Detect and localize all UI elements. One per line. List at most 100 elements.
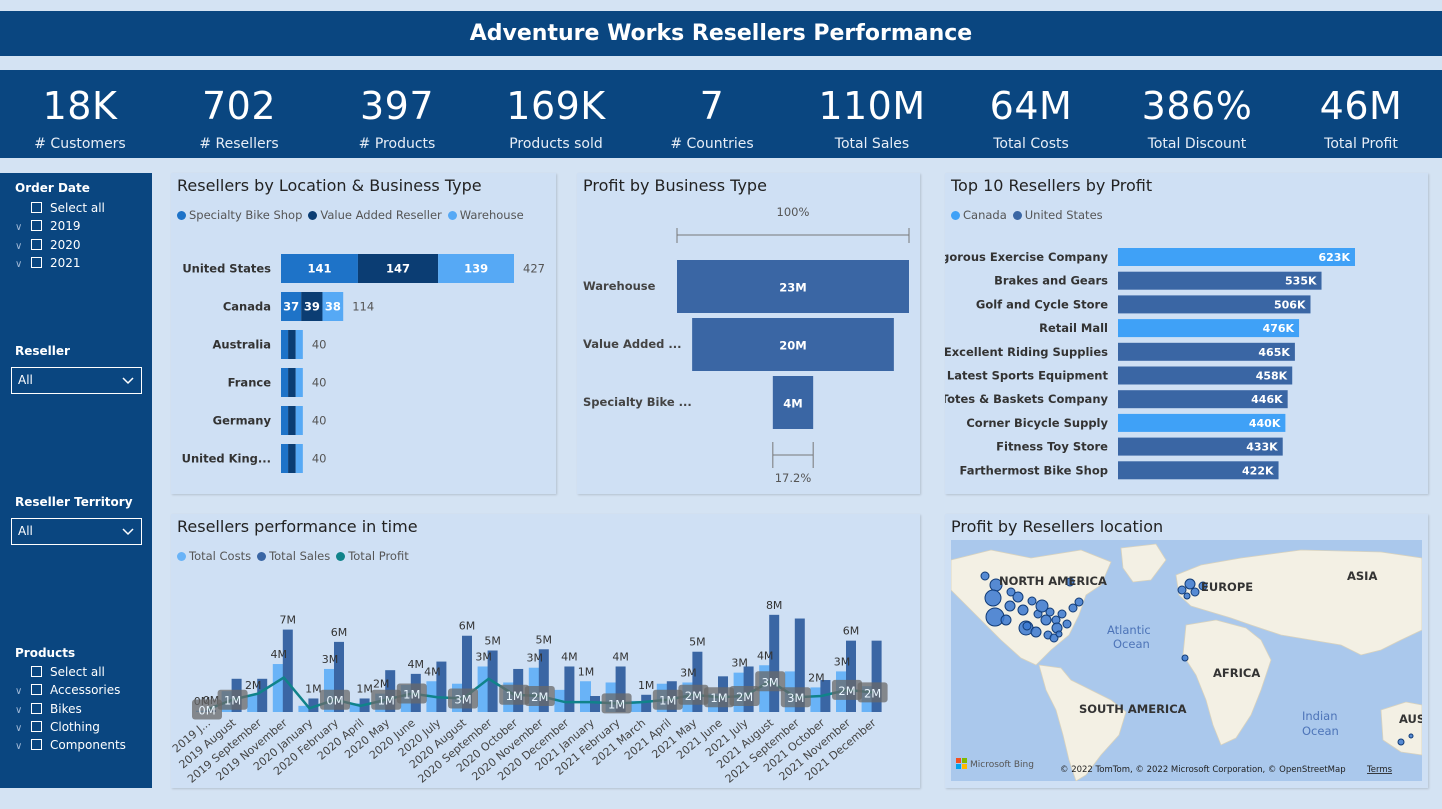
sales-bar <box>871 640 882 712</box>
kpi-label: # Resellers <box>199 136 279 152</box>
checkbox[interactable] <box>31 702 42 714</box>
sales-bar <box>462 635 472 712</box>
profit-label: 3M <box>448 688 478 709</box>
location-bubble <box>1190 587 1200 597</box>
legend-canada[interactable]: Canada <box>951 208 1007 222</box>
bar-segment <box>295 330 303 359</box>
slicer-item[interactable]: ∨ Bikes <box>15 701 82 717</box>
slicer-item[interactable]: ∨ Components <box>15 737 126 753</box>
svg-text:0M: 0M <box>198 704 215 718</box>
slicer-item-label: 2021 <box>50 255 81 270</box>
legend-united-states[interactable]: United States <box>1012 208 1103 222</box>
chevron-down-icon[interactable]: ∨ <box>15 686 23 698</box>
sales-bar <box>308 698 319 712</box>
reseller-dropdown[interactable]: All <box>11 367 142 394</box>
profit-label: 1M <box>499 684 530 705</box>
location-bubble <box>1030 626 1042 638</box>
sales-label: 6M <box>843 625 860 638</box>
checkbox[interactable] <box>31 238 42 250</box>
profit-label: 1M <box>217 689 248 710</box>
location-bubble <box>1397 738 1405 746</box>
bar-segment <box>357 254 439 283</box>
location-bubble <box>1074 597 1084 607</box>
costs-label: 4M <box>271 648 288 661</box>
bar-segment <box>281 444 289 473</box>
reseller-label: Latest Sports Equipment <box>947 369 1109 383</box>
profit-bar <box>1118 390 1288 409</box>
profit-bar <box>1118 437 1283 456</box>
sales-label: 4M <box>408 658 425 671</box>
microsoft-bing-logo: Microsoft Bing <box>956 758 1034 770</box>
kpi-label: # Countries <box>670 136 754 152</box>
slicer-item[interactable]: ∨ 2019 <box>15 218 81 234</box>
sales-bar <box>794 618 805 712</box>
location-bubble <box>1184 578 1196 590</box>
kpi-label: # Products <box>358 136 436 152</box>
legend-total-costs[interactable]: Total Costs <box>177 549 251 563</box>
sales-label: 4M <box>561 650 578 663</box>
world-map[interactable]: NORTH AMERICA EUROPE ASIA AFRICA SOUTH A… <box>951 540 1422 781</box>
sales-label: 4M <box>612 650 629 663</box>
costs-bar <box>349 703 361 712</box>
top10-chart-plot: Vigorous Exercise Company 623K Brakes and … <box>945 248 1355 480</box>
kpi-label: Total Sales <box>834 136 910 152</box>
kpi-card: 386% Total Discount <box>1117 70 1277 158</box>
territory-dropdown[interactable]: All <box>11 518 142 545</box>
funnel-chart-title: Profit by Business Type <box>583 176 767 195</box>
chevron-down-icon[interactable]: ∨ <box>15 741 23 753</box>
kpi-card: 702 # Resellers <box>159 70 319 158</box>
bar-segment <box>288 444 296 473</box>
slicer-item[interactable]: Select all <box>15 200 105 216</box>
legend-value-added[interactable]: Value Added Reseller <box>308 208 442 222</box>
total-label: 114 <box>352 300 374 314</box>
slicer-item[interactable]: Select all <box>15 664 105 680</box>
bar-segment <box>281 368 289 397</box>
total-label: 427 <box>523 262 545 276</box>
slicer-item[interactable]: ∨ Clothing <box>15 719 100 735</box>
map-title: Profit by Resellers location <box>951 517 1164 536</box>
checkbox[interactable] <box>31 666 42 677</box>
checkbox[interactable] <box>31 720 42 732</box>
chevron-down-icon[interactable]: ∨ <box>15 704 23 716</box>
slicer-item-label: 2019 <box>50 219 81 234</box>
slicer-item[interactable]: ∨ Accessories <box>15 682 120 698</box>
legend-specialty[interactable]: Specialty Bike Shop <box>177 208 302 222</box>
legend-total-profit[interactable]: Total Profit <box>336 549 409 563</box>
legend-warehouse[interactable]: Warehouse <box>447 208 524 222</box>
sales-label: 1M <box>305 682 322 695</box>
sales-bar <box>590 696 600 712</box>
location-bubble <box>1183 592 1191 600</box>
category-label: France <box>228 376 272 390</box>
checkbox[interactable] <box>31 256 42 268</box>
label-atlantic: Atlantic <box>1107 623 1151 637</box>
reseller-label: Vigorous Exercise Company <box>945 250 1109 264</box>
label-asia: ASIA <box>1347 569 1377 583</box>
chevron-down-icon[interactable]: ∨ <box>15 240 23 252</box>
svg-text:3M: 3M <box>787 691 804 705</box>
profit-value-label: 535K <box>1285 275 1317 288</box>
eurasia-land <box>1175 549 1422 656</box>
slicer-item-label: Accessories <box>50 683 121 698</box>
profit-label: 0M <box>320 689 350 710</box>
kpi-value: 397 <box>359 84 435 128</box>
checkbox[interactable] <box>31 220 42 232</box>
slicer-item-label: Clothing <box>50 719 100 734</box>
territory-slicer-title: Reseller Territory <box>15 495 133 509</box>
slicer-item[interactable]: ∨ 2020 <box>15 237 81 253</box>
chevron-down-icon[interactable]: ∨ <box>15 722 23 734</box>
slicer-item[interactable]: ∨ 2021 <box>15 255 81 271</box>
reseller-label: Farthermost Bike Shop <box>960 463 1108 477</box>
costs-label: 3M <box>731 657 748 670</box>
chevron-down-icon[interactable]: ∨ <box>15 258 23 270</box>
total-label: 40 <box>312 338 327 352</box>
checkbox[interactable] <box>31 202 42 213</box>
legend-total-sales[interactable]: Total Sales <box>257 549 330 563</box>
chevron-down-icon[interactable]: ∨ <box>15 222 23 234</box>
checkbox[interactable] <box>31 684 42 696</box>
checkbox[interactable] <box>31 739 42 751</box>
kpi-label: Total Costs <box>993 136 1069 152</box>
location-bubble <box>1012 591 1024 603</box>
svg-text:1M: 1M <box>378 694 395 708</box>
kpi-label: Total Discount <box>1147 136 1247 152</box>
map-terms-link[interactable]: Terms <box>1366 765 1393 775</box>
